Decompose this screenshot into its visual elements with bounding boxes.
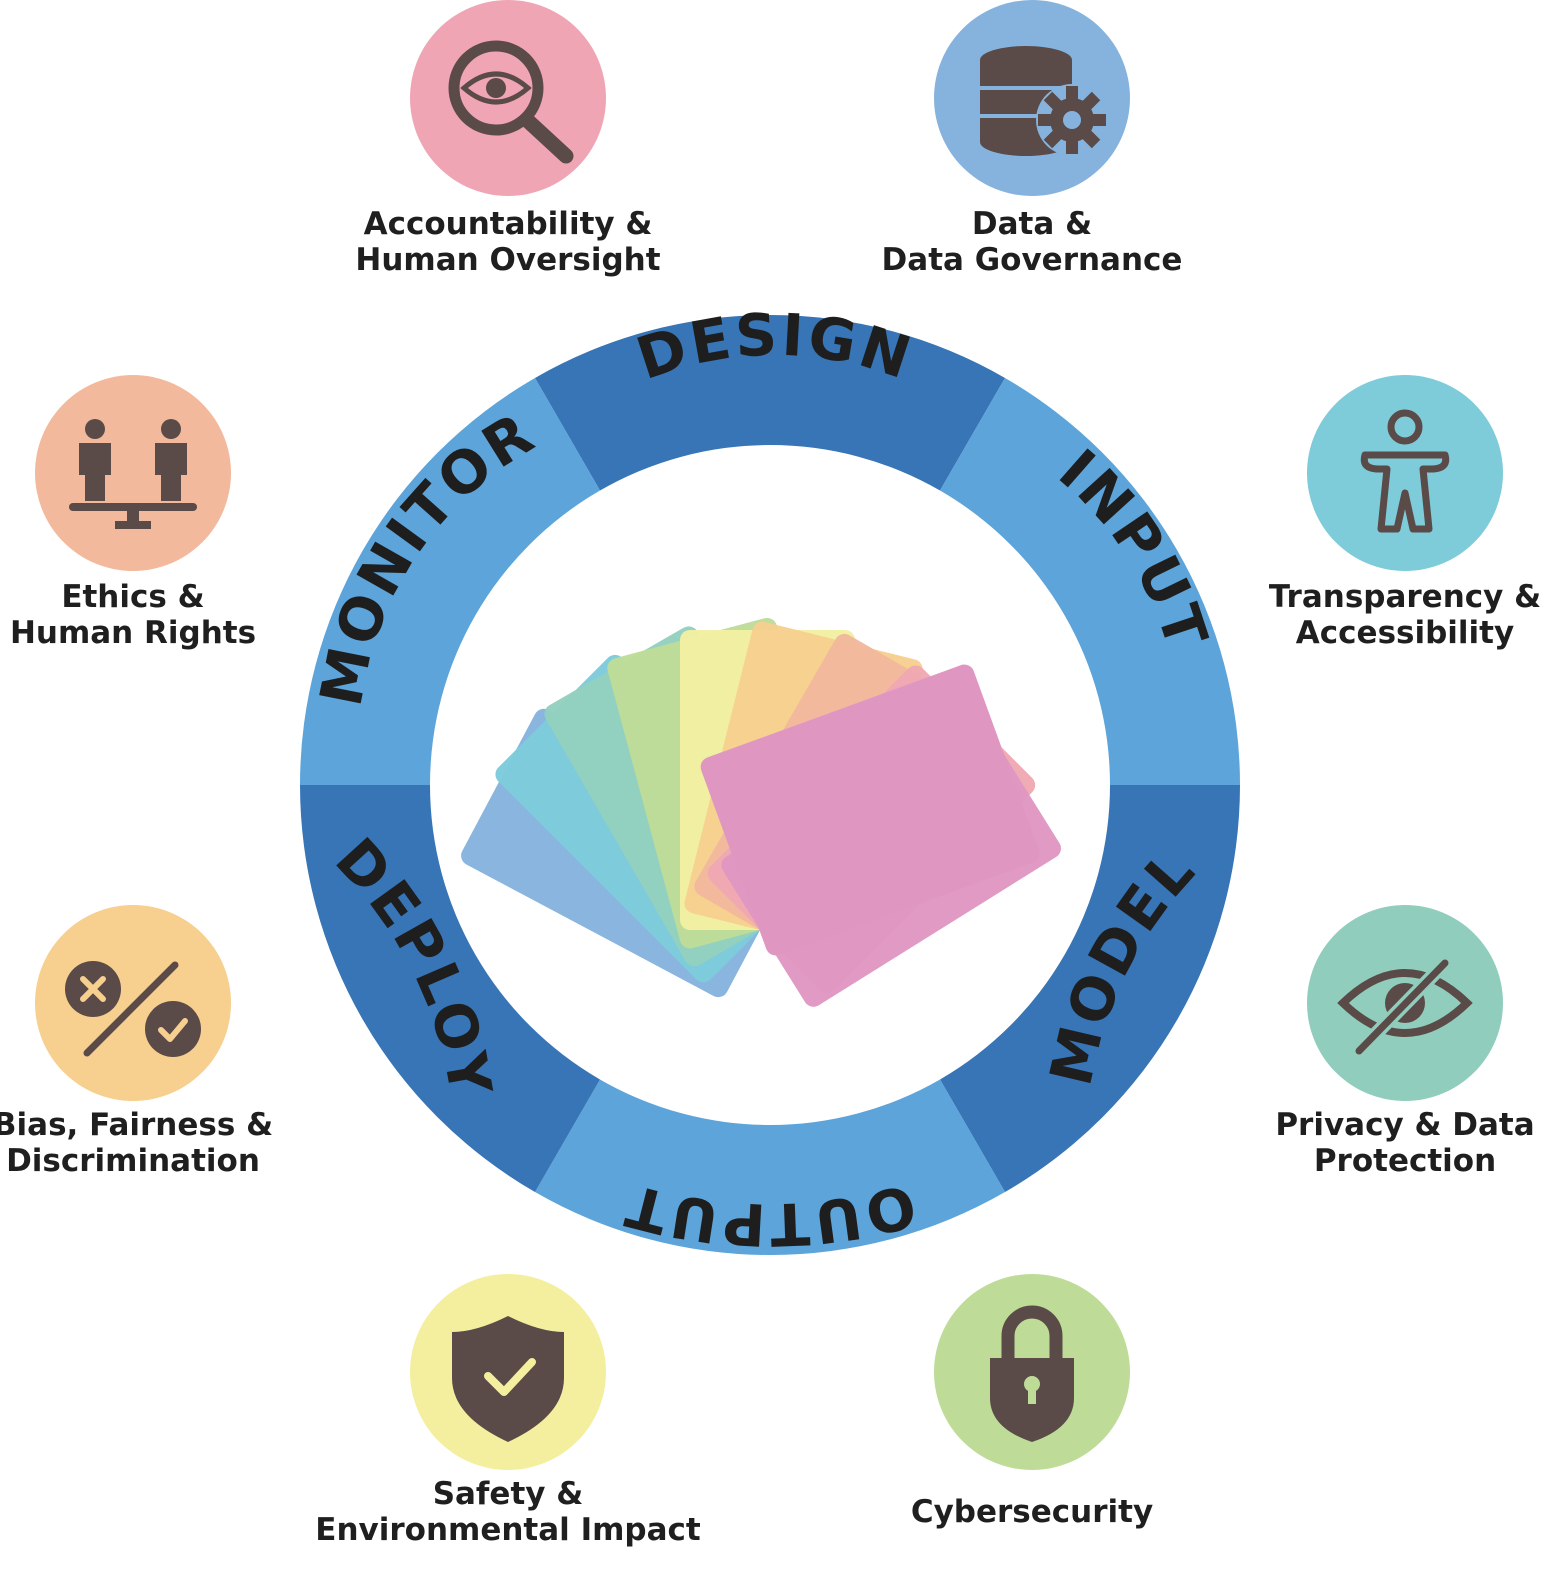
percent-check-cross-icon — [65, 961, 201, 1057]
topic-circle — [35, 375, 231, 571]
ring-segment-model — [940, 785, 1240, 1193]
topic-circle — [1307, 375, 1503, 571]
topic-ethics: Ethics & Human Rights — [10, 375, 256, 651]
topic-privacy: Privacy & Data Protection — [1275, 905, 1535, 1179]
ring-segment-deploy — [300, 785, 600, 1193]
lifecycle-ring — [300, 314, 1240, 1255]
topic-label: Data & Data Governance — [882, 206, 1183, 278]
topic-label: Safety & Environmental Impact — [315, 1476, 701, 1548]
fan-card-front — [700, 664, 1040, 956]
accessibility-person-icon — [1360, 409, 1450, 533]
magnifier-eye-icon — [448, 40, 574, 164]
ring-segment-output — [535, 1079, 1005, 1255]
topic-bias: Bias, Fairness & Discrimination — [0, 905, 273, 1179]
topic-accountability: Accountability & Human Oversight — [355, 0, 661, 278]
topic-safety: Safety & Environmental Impact — [315, 1274, 701, 1548]
topic-data-governance: Data & Data Governance — [882, 0, 1183, 278]
topic-label: Privacy & Data Protection — [1275, 1107, 1534, 1179]
topic-label: Bias, Fairness & Discrimination — [0, 1107, 273, 1179]
people-balance-icon — [69, 419, 197, 529]
topic-cybersecurity: Cybersecurity — [911, 1274, 1153, 1530]
topic-label: Transparency & Accessibility — [1269, 579, 1541, 651]
ring-segment-design — [535, 314, 1005, 491]
ring-segment-monitor — [300, 377, 600, 785]
topic-label: Accountability & Human Oversight — [355, 206, 660, 278]
database-gear-icon — [980, 46, 1108, 156]
topic-label: Ethics & Human Rights — [10, 579, 256, 651]
topic-label: Cybersecurity — [911, 1494, 1153, 1530]
topic-transparency: Transparency & Accessibility — [1269, 375, 1541, 651]
eye-slash-icon — [1337, 958, 1473, 1056]
ring-segment-input — [940, 377, 1240, 785]
padlock-icon — [990, 1305, 1074, 1442]
shield-check-icon — [452, 1316, 564, 1442]
card-fan — [461, 617, 1061, 1007]
